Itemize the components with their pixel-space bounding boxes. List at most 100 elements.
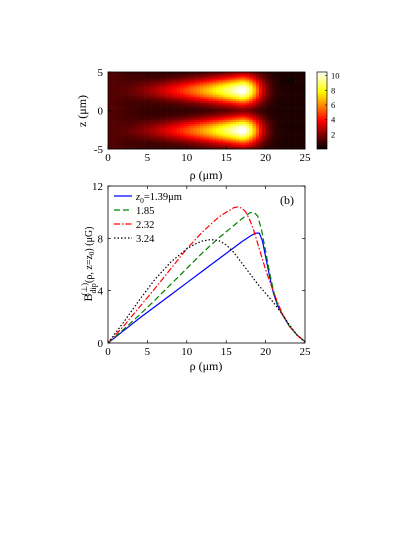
heatmap-cell [226, 137, 230, 140]
heatmap-cell [150, 89, 155, 92]
heatmap-cell [265, 73, 270, 77]
heatmap-cell [134, 137, 138, 140]
heatmap-cell [272, 145, 276, 148]
heatmap-cell [160, 129, 165, 132]
heatmap-cell [272, 73, 276, 77]
heatmap-cell [265, 133, 270, 136]
heatmap-cell [196, 125, 201, 129]
heatmap-cell [124, 77, 128, 81]
heatmap-cell [239, 100, 243, 104]
heatmap-cell [239, 139, 243, 142]
heatmap-cell [121, 85, 125, 88]
heatmap-cell [114, 81, 119, 84]
heatmap-cell [163, 91, 168, 94]
heatmap-cell [114, 75, 119, 79]
heatmap-cell [245, 79, 250, 82]
heatmap-cell [117, 127, 122, 131]
heatmap-cell [245, 139, 250, 142]
heatmap-cell [229, 87, 234, 90]
heatmap-cell [147, 110, 151, 113]
heatmap-cell [134, 89, 138, 92]
heatmap-cell [278, 118, 283, 121]
heatmap-cell [160, 137, 165, 140]
heatmap-cell [157, 108, 161, 111]
heatmap-cell [216, 110, 220, 113]
heatmap-cell [130, 81, 135, 84]
heatmap-cell [111, 122, 115, 125]
heatmap-cell [150, 108, 155, 111]
heatmap-cell [232, 133, 237, 136]
heatmap-cell [291, 110, 296, 113]
heatmap-cell [114, 91, 119, 94]
heatmap-cell [301, 112, 306, 115]
heatmap-cell [137, 98, 142, 102]
heatmap-cell [193, 77, 197, 81]
heatmap-cell [226, 100, 230, 104]
heatmap-cell [252, 75, 257, 79]
heatmap-cell [121, 137, 125, 140]
heatmap-cell [170, 83, 174, 86]
heatmap-cell [186, 85, 191, 88]
heatmap-cell [232, 95, 237, 98]
heatmap-cell [285, 123, 289, 127]
heatmap-cell [153, 112, 158, 115]
heatmap-cell [242, 77, 247, 81]
heatmap-cell [196, 133, 201, 136]
heatmap-cell [252, 89, 257, 92]
heatmap-cell [134, 102, 138, 106]
heatmap-cell [236, 123, 240, 127]
heatmap-cell [150, 98, 155, 102]
heatmap-cell [134, 110, 138, 113]
heatmap-cell [285, 87, 289, 90]
heatmap-cell [262, 118, 266, 121]
heatmap-cell [130, 118, 135, 121]
heatmap-cell [108, 127, 112, 131]
heatmap-cell [222, 118, 227, 121]
heatmap-cell [199, 95, 204, 98]
heatmap-cell [216, 123, 220, 127]
heatmap-cell [282, 79, 286, 82]
heatmap-cell [265, 83, 270, 86]
heatmap-cell [282, 73, 286, 77]
heatmap-cell [173, 133, 178, 136]
heatmap-cell [245, 141, 250, 144]
heatmap-cell [157, 131, 161, 134]
heatmap-cell [209, 89, 214, 92]
heatmap-cell [255, 73, 260, 77]
heatmap-cell [170, 139, 174, 142]
heatmap-cell [285, 139, 289, 142]
heatmap-cell [196, 108, 201, 111]
heatmap-cell [140, 81, 145, 84]
heatmap-cell [288, 81, 293, 84]
heatmap-cell [176, 139, 181, 142]
heatmap-cell [216, 104, 220, 107]
heatmap-cell [180, 106, 184, 109]
heatmap-cell [239, 104, 243, 107]
heatmap-cell [190, 91, 194, 94]
heatmap-cell [137, 89, 142, 92]
heatmap-cell [226, 102, 230, 106]
heatmap-cell [180, 125, 184, 129]
heatmap-cell [229, 137, 234, 140]
heatmap-cell [199, 83, 204, 86]
heatmap-cell [232, 72, 237, 75]
heatmap-cell [262, 75, 266, 79]
heatmap-cell [252, 143, 257, 146]
heatmap-cell [167, 112, 171, 115]
heatmap-cell [275, 139, 280, 142]
heatmap-cell [108, 81, 112, 84]
heatmap-cell [272, 98, 276, 102]
heatmap-cell [183, 137, 188, 140]
heatmap-cell [111, 135, 115, 138]
heatmap-cell [236, 143, 240, 146]
heatmap-cell [242, 131, 247, 134]
heatmap-cell [252, 106, 257, 109]
heatmap-cell [130, 91, 135, 94]
heatmap-cell [127, 120, 132, 123]
heatmap-cells [108, 72, 306, 150]
heatmap-cell [301, 79, 306, 82]
heatmap-cell [167, 102, 171, 106]
heatmap-cell [206, 75, 211, 79]
heatmap-cell [190, 131, 194, 134]
heatmap-cell [268, 79, 273, 82]
